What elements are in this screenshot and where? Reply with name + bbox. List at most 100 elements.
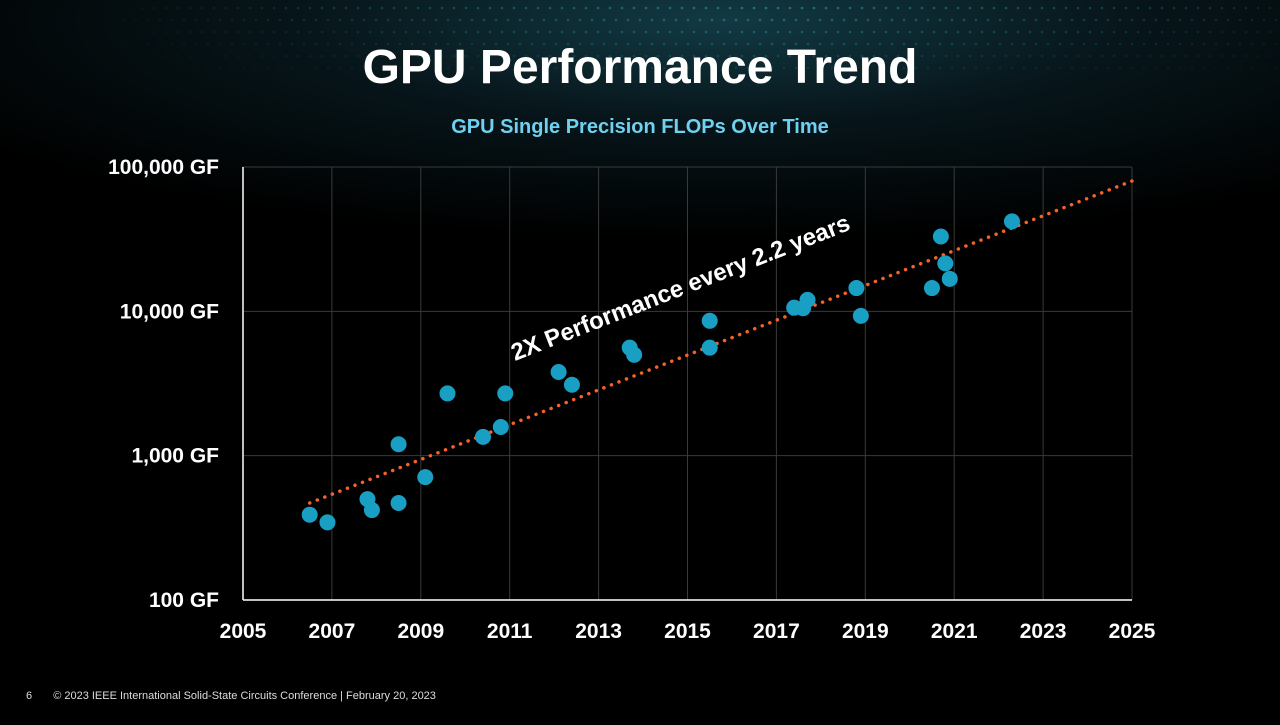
background-dot bbox=[896, 30, 900, 34]
background-dot bbox=[344, 6, 348, 10]
background-dot bbox=[446, 42, 450, 46]
background-dot bbox=[992, 54, 996, 58]
background-dot bbox=[596, 30, 600, 34]
background-dot bbox=[578, 42, 582, 46]
background-dot bbox=[338, 66, 342, 70]
background-dot bbox=[350, 66, 354, 70]
background-dot bbox=[1046, 42, 1050, 46]
background-dot bbox=[326, 66, 330, 70]
background-dot bbox=[554, 66, 558, 70]
background-dot bbox=[950, 18, 954, 22]
background-dot bbox=[1100, 54, 1104, 58]
background-dot bbox=[494, 66, 498, 70]
background-dot bbox=[224, 6, 228, 10]
background-dot bbox=[1274, 42, 1278, 46]
background-dot bbox=[758, 66, 762, 70]
background-dot bbox=[380, 6, 384, 10]
background-dot bbox=[374, 66, 378, 70]
background-dot bbox=[428, 6, 432, 10]
background-dot bbox=[1256, 30, 1260, 34]
background-dot bbox=[1268, 30, 1272, 34]
background-dot bbox=[992, 30, 996, 34]
background-dot bbox=[140, 30, 144, 34]
background-dot bbox=[950, 66, 954, 70]
x-tick-label: 2005 bbox=[220, 620, 267, 643]
background-dot bbox=[632, 30, 636, 34]
background-dot bbox=[794, 42, 798, 46]
background-dot bbox=[296, 30, 300, 34]
trendline bbox=[307, 179, 1134, 505]
background-dot bbox=[1094, 18, 1098, 22]
background-dot bbox=[1064, 30, 1068, 34]
background-dot bbox=[1208, 6, 1212, 10]
background-dot bbox=[818, 42, 822, 46]
background-dot bbox=[1160, 54, 1164, 58]
background-dot bbox=[764, 30, 768, 34]
background-dot bbox=[224, 54, 228, 58]
background-dot bbox=[878, 18, 882, 22]
background-dot bbox=[488, 6, 492, 10]
data-point bbox=[932, 228, 949, 245]
background-dot bbox=[362, 18, 366, 22]
background-dot bbox=[434, 66, 438, 70]
background-dot bbox=[542, 42, 546, 46]
background-dot bbox=[998, 18, 1002, 22]
background-dot bbox=[224, 30, 228, 34]
background-dot bbox=[980, 54, 984, 58]
background-dot bbox=[1112, 6, 1116, 10]
y-tick-label: 100,000 GF bbox=[108, 156, 219, 179]
background-dot bbox=[914, 42, 918, 46]
background-dot bbox=[896, 6, 900, 10]
background-dot bbox=[518, 18, 522, 22]
x-tick-label: 2017 bbox=[753, 620, 800, 643]
background-dot bbox=[1028, 6, 1032, 10]
background-dot bbox=[1244, 30, 1248, 34]
background-dot bbox=[524, 30, 528, 34]
background-dot bbox=[638, 66, 642, 70]
background-dot bbox=[686, 42, 690, 46]
background-dot bbox=[386, 42, 390, 46]
background-dot bbox=[482, 66, 486, 70]
background-dot bbox=[590, 18, 594, 22]
background-dot bbox=[866, 66, 870, 70]
background-dot bbox=[1166, 18, 1170, 22]
background-dot bbox=[500, 54, 504, 58]
background-dot bbox=[1136, 6, 1140, 10]
background-dot bbox=[788, 54, 792, 58]
background-dot bbox=[1058, 42, 1062, 46]
background-dot bbox=[560, 6, 564, 10]
background-dot bbox=[446, 18, 450, 22]
background-dot bbox=[392, 54, 396, 58]
background-dot bbox=[278, 42, 282, 46]
x-tick-labels: 2005 2007 2009 2011 2013 2015 2017 2019 2021 2023… bbox=[220, 620, 1156, 643]
background-dot bbox=[818, 18, 822, 22]
background-dot bbox=[434, 42, 438, 46]
background-dot bbox=[548, 54, 552, 58]
background-dot bbox=[314, 18, 318, 22]
background-dot bbox=[242, 18, 246, 22]
background-dot bbox=[440, 54, 444, 58]
background-dot bbox=[254, 18, 258, 22]
background-dot bbox=[920, 54, 924, 58]
background-dot bbox=[788, 6, 792, 10]
background-dot bbox=[950, 42, 954, 46]
background-dot bbox=[572, 6, 576, 10]
background-dot bbox=[506, 42, 510, 46]
background-dot bbox=[1142, 18, 1146, 22]
background-dot bbox=[716, 54, 720, 58]
background-dot bbox=[890, 18, 894, 22]
background-dot bbox=[860, 54, 864, 58]
y-tick-labels: 100 GF 1,000 GF 10,000 GF 100,000 GF bbox=[108, 156, 219, 612]
background-dot bbox=[734, 42, 738, 46]
background-dot bbox=[728, 6, 732, 10]
background-dot bbox=[260, 30, 264, 34]
background-dot bbox=[1220, 54, 1224, 58]
background-dot bbox=[248, 6, 252, 10]
background-dot bbox=[254, 42, 258, 46]
background-dot bbox=[152, 30, 156, 34]
background-dot bbox=[158, 42, 162, 46]
background-dot bbox=[380, 30, 384, 34]
background-dot bbox=[656, 30, 660, 34]
background-dot bbox=[1262, 42, 1266, 46]
background-dot bbox=[512, 54, 516, 58]
